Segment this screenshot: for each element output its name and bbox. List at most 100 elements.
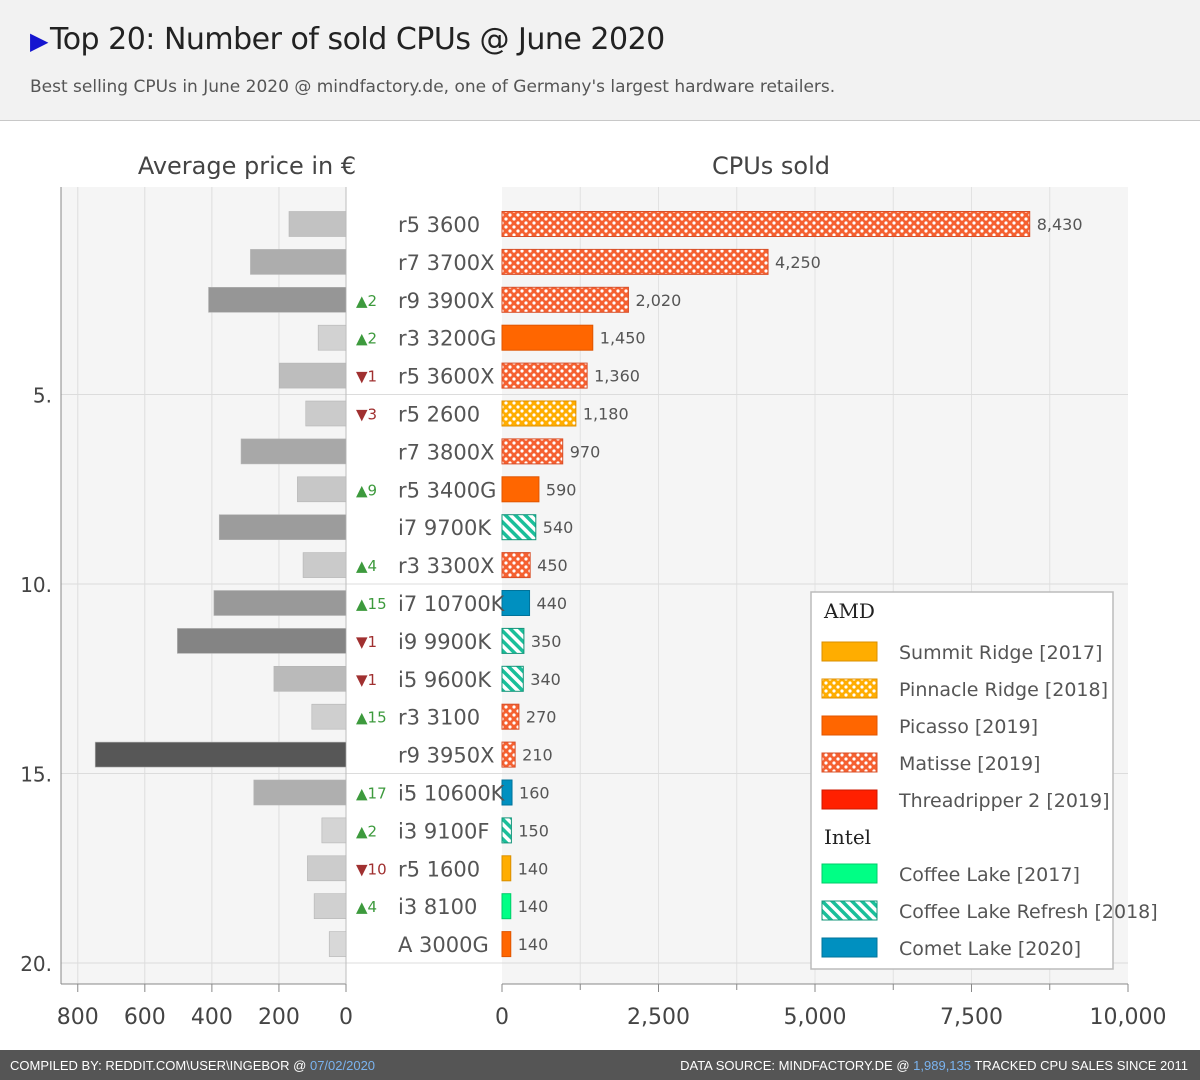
price-bar [208, 287, 347, 313]
sold-bar [501, 855, 512, 882]
axes: Average price in € CPUs sold 800 600 400 200 0… [20, 152, 1166, 1030]
sold-value-label: 1,360 [594, 367, 640, 386]
chart-title: ▶Top 20: Number of sold CPUs @ June 2020 [30, 22, 665, 57]
cpu-name-label: r9 3900X [398, 289, 495, 313]
sold-value-label: 340 [530, 670, 561, 689]
sold-bar [501, 552, 531, 579]
legend-swatch [821, 715, 878, 736]
rank-change-label: ▲9 [356, 481, 377, 499]
rank-tick-label: 15. [20, 763, 52, 787]
sold-bar [501, 779, 513, 806]
cpu-name-label: r3 3200G [398, 327, 496, 351]
chart-area: Average price in € CPUs sold 800 600 400 200 0… [20, 152, 1166, 1030]
legend-label: Comet Lake [2020] [899, 938, 1081, 960]
sold-bar [501, 817, 512, 844]
cpu-name-label: i3 8100 [398, 895, 477, 919]
sold-value-label: 140 [518, 935, 549, 954]
price-bar [311, 703, 347, 730]
legend-swatch [821, 678, 878, 699]
sold-value-label: 140 [518, 859, 549, 878]
cpu-name-label: i9 9900K [398, 630, 492, 654]
sold-tick-label: 10,000 [1090, 1005, 1167, 1030]
legend-label: Threadripper 2 [2019] [898, 790, 1110, 812]
rank-change-label: ▲4 [356, 898, 377, 916]
sold-value-label: 140 [518, 897, 549, 916]
sold-value-label: 1,450 [600, 329, 646, 348]
cpu-name-label: r5 3400G [398, 478, 496, 502]
price-tick-label: 600 [124, 1005, 166, 1030]
credit-text: COMPILED BY: REDDIT.COM\USER\INGEBOR @ [10, 1058, 310, 1073]
rank-change-label: ▲17 [356, 785, 387, 803]
cpu-name-label: r5 3600X [398, 365, 495, 389]
sold-value-label: 150 [518, 821, 549, 840]
footer-credit: COMPILED BY: REDDIT.COM\USER\INGEBOR @ 0… [10, 1058, 375, 1073]
price-bar [288, 211, 347, 237]
sold-tick-label: 2,500 [627, 1005, 690, 1030]
cpu-name-label: r7 3700X [398, 251, 495, 275]
sold-value-label: 2,020 [635, 291, 681, 310]
sold-bar [501, 400, 577, 427]
total-sales-count: 1,989,135 [913, 1058, 971, 1073]
row-labels: r5 3600 r7 3700X r9 3900X ▲2 r3 3200G ▲2 r5 36… [356, 213, 506, 957]
source-text: DATA SOURCE: MINDFACTORY.DE @ [680, 1058, 914, 1073]
sold-bar [501, 893, 512, 920]
sold-value-label: 4,250 [775, 253, 821, 272]
rank-tick-label: 20. [20, 952, 52, 976]
cpu-name-label: r5 2600 [398, 403, 480, 427]
rank-change-label: ▲2 [356, 292, 377, 310]
price-bar [297, 476, 347, 503]
footer-source: DATA SOURCE: MINDFACTORY.DE @ 1,989,135 … [680, 1058, 1188, 1073]
rank-change-label: ▼10 [356, 860, 387, 878]
rank-tick-label: 10. [20, 573, 52, 597]
sold-bar [501, 286, 629, 313]
legend: AMD Summit Ridge [2017] Pinnacle Ridge [20… [810, 591, 1158, 970]
sold-bar [501, 931, 512, 958]
rank-change-label: ▼3 [356, 406, 377, 424]
legend-swatch [821, 863, 878, 884]
legend-swatch [821, 937, 878, 958]
rank-change-label: ▼1 [356, 633, 377, 651]
price-tick-label: 0 [339, 1005, 353, 1030]
legend-intel-title: Intel [824, 825, 871, 849]
price-bar [253, 779, 347, 806]
sold-bar [501, 741, 516, 768]
sold-value-label: 160 [519, 784, 550, 803]
legend-label: Summit Ridge [2017] [899, 642, 1102, 664]
rank-tick-label: 5. [33, 384, 52, 408]
rank-change-label: ▲15 [356, 709, 387, 727]
sold-bar [501, 362, 588, 389]
price-tick-label: 800 [57, 1005, 99, 1030]
sold-bar [501, 627, 525, 654]
cpu-name-label: i3 9100F [398, 819, 489, 843]
cpu-name-label: i7 10700K [398, 592, 506, 616]
sold-value-label: 540 [543, 518, 574, 537]
bars: 8,430 4,250 2,020 1,450 1,360 1,180 970 590 540 4… [94, 211, 1083, 958]
price-tick-label: 400 [191, 1005, 233, 1030]
sold-value-label: 970 [570, 442, 601, 461]
legend-swatch [821, 752, 878, 773]
rank-change-label: ▲2 [356, 330, 377, 348]
sold-value-label: 440 [537, 594, 568, 613]
left-panel-background [61, 187, 346, 984]
compile-date: 07/02/2020 [309, 1058, 376, 1073]
price-bar [307, 855, 347, 882]
left-panel-title: Average price in € [138, 152, 356, 180]
price-bar [94, 741, 347, 768]
sold-tick-label: 7,500 [940, 1005, 1003, 1030]
cpu-name-label: r7 3800X [398, 440, 495, 464]
sold-value-label: 1,180 [583, 405, 629, 424]
price-bar [321, 817, 347, 844]
play-triangle-icon: ▶ [30, 27, 48, 55]
cpu-name-label: r3 3300X [398, 554, 495, 578]
sold-bar [501, 476, 540, 503]
sold-value-label: 590 [546, 480, 577, 499]
cpu-name-label: r9 3950X [398, 744, 495, 768]
sold-value-label: 270 [526, 708, 557, 727]
cpu-name-label: A 3000G [398, 933, 489, 957]
price-bar [313, 893, 347, 920]
sold-bar [501, 324, 594, 351]
cpu-name-label: r5 3600 [398, 213, 480, 237]
sold-value-label: 450 [537, 556, 568, 575]
cpu-name-label: i5 9600K [398, 668, 492, 692]
source-suffix: TRACKED CPU SALES SINCE 2011 [971, 1058, 1188, 1073]
